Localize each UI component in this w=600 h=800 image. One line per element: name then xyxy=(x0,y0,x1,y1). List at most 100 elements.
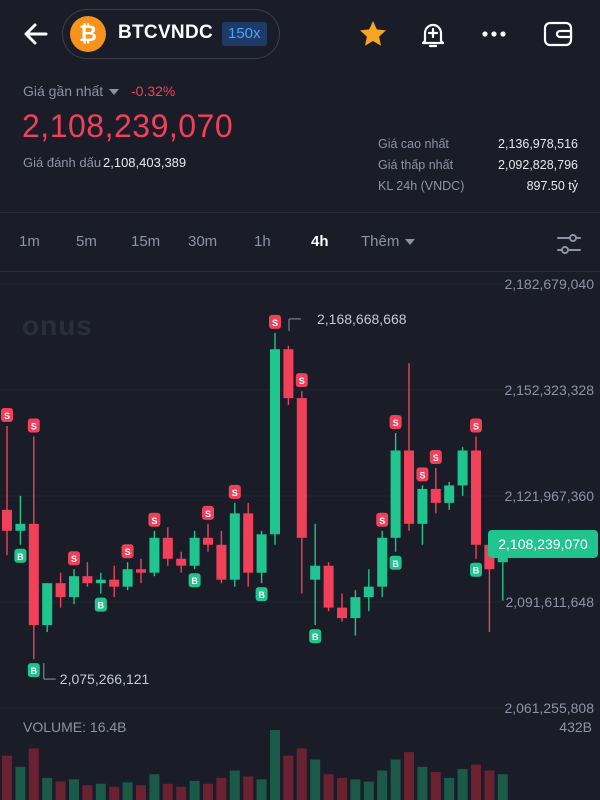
low-value: 2,092,828,796 xyxy=(498,158,578,172)
sell-marker-text: S xyxy=(473,422,479,432)
buy-marker-text: B xyxy=(31,666,38,676)
volume-bar xyxy=(350,779,361,800)
sell-marker-text: S xyxy=(232,488,238,498)
candle-body xyxy=(484,544,495,570)
candle-body xyxy=(28,523,39,626)
volume-bar xyxy=(189,780,200,800)
volume-bar xyxy=(390,759,401,800)
volume-bar xyxy=(42,777,53,800)
current-price-tag xyxy=(488,529,598,558)
sell-marker xyxy=(148,512,161,527)
candle-body xyxy=(296,398,307,538)
volume-max: 432B xyxy=(559,719,592,735)
volume-bar xyxy=(149,774,160,800)
volume-bar xyxy=(444,777,455,800)
candle-body xyxy=(109,579,120,587)
volume-bar xyxy=(497,774,508,800)
candle-body xyxy=(42,583,53,626)
candle-body xyxy=(310,565,321,580)
tab-1h[interactable]: 1h xyxy=(254,233,271,250)
volume-bar xyxy=(457,769,468,800)
low-annotation: 2,075,266,121 xyxy=(60,671,150,687)
candle-body xyxy=(323,565,334,608)
buy-marker xyxy=(188,573,201,588)
volume-bar xyxy=(296,748,307,800)
volume-bar xyxy=(337,777,347,800)
y-tick-label: 2,061,255,808 xyxy=(504,700,594,716)
buy-marker xyxy=(14,548,27,563)
buy-marker-text: B xyxy=(191,576,198,586)
sell-marker-text: S xyxy=(272,318,278,328)
volume-bar xyxy=(484,770,495,800)
candle-body xyxy=(457,450,468,486)
candlestick-chart[interactable]: 2,182,679,040 2,152,323,328 2,121,967,360 2… xyxy=(0,272,600,800)
sell-marker-text: S xyxy=(71,554,77,564)
volume-bar xyxy=(430,772,441,800)
candle-body xyxy=(270,349,280,535)
candle-body xyxy=(82,576,93,584)
candle-body xyxy=(203,537,213,545)
divider xyxy=(0,212,600,213)
sell-marker-text: S xyxy=(205,509,211,519)
sell-marker xyxy=(27,418,40,433)
star-icon[interactable] xyxy=(357,18,389,50)
candle-body xyxy=(256,534,267,573)
volume-bar xyxy=(15,766,26,800)
candle-body xyxy=(122,569,133,587)
volume-24h-value: 897.50 tỷ xyxy=(526,179,578,193)
mark-price: 2,108,403,389 xyxy=(103,155,187,170)
buy-marker-text: B xyxy=(312,632,319,642)
high-value: 2,136,978,516 xyxy=(498,137,578,151)
last-price-label-text: Giá gần nhất xyxy=(23,83,104,99)
volume-bar xyxy=(283,755,294,800)
sell-marker xyxy=(470,418,482,433)
sell-marker-text: S xyxy=(433,453,439,463)
candle-body xyxy=(471,450,481,545)
volume-bar xyxy=(256,779,267,800)
candle-body xyxy=(404,450,414,524)
more-icon[interactable] xyxy=(478,18,510,50)
sell-marker-text: S xyxy=(299,376,305,386)
pair-selector[interactable] xyxy=(62,9,280,59)
tab-30m[interactable]: 30m xyxy=(188,233,218,250)
wallet-icon[interactable] xyxy=(542,18,574,50)
sell-marker xyxy=(68,551,80,566)
back-arrow-icon[interactable] xyxy=(20,18,52,50)
candle-body xyxy=(69,576,79,598)
buy-marker xyxy=(27,663,40,678)
sell-marker xyxy=(121,544,134,559)
last-price-label[interactable]: Giá gần nhất xyxy=(23,83,120,99)
tab-4h[interactable]: 4h xyxy=(311,233,329,250)
volume-bar xyxy=(95,783,106,800)
tab-15m[interactable]: 15m xyxy=(131,233,161,250)
chevron-down-icon xyxy=(405,239,416,246)
sell-marker xyxy=(416,467,429,482)
candle-body xyxy=(136,569,146,573)
buy-marker xyxy=(94,597,107,612)
volume-label: VOLUME: 16.4B xyxy=(23,719,127,735)
chart-settings-icon[interactable] xyxy=(556,231,582,257)
leverage-badge: 150x xyxy=(222,22,267,46)
candle-body xyxy=(2,509,12,531)
sell-marker-text: S xyxy=(379,516,385,526)
volume-bar xyxy=(216,777,227,800)
sell-marker xyxy=(295,373,308,388)
candle-body xyxy=(417,488,428,524)
buy-marker-text: B xyxy=(17,552,24,562)
tab-more[interactable]: Thêm xyxy=(361,233,416,250)
top-bar: ₿ BTCVNDC 150x xyxy=(0,0,600,72)
pair-name[interactable]: BTCVNDC xyxy=(118,22,213,43)
tab-5m[interactable]: 5m xyxy=(76,233,97,250)
tab-1m[interactable]: 1m xyxy=(19,233,40,250)
bell-plus-icon[interactable] xyxy=(417,18,449,50)
sell-marker xyxy=(429,449,442,464)
buy-marker-text: B xyxy=(473,566,480,576)
candle-body xyxy=(149,537,160,573)
volume-bar xyxy=(363,781,374,800)
volume-bar xyxy=(82,785,93,800)
candle-body xyxy=(162,537,173,559)
candle-body xyxy=(390,450,401,538)
candle-body xyxy=(363,586,374,598)
volume-bar xyxy=(323,774,334,800)
sell-marker xyxy=(202,505,214,520)
